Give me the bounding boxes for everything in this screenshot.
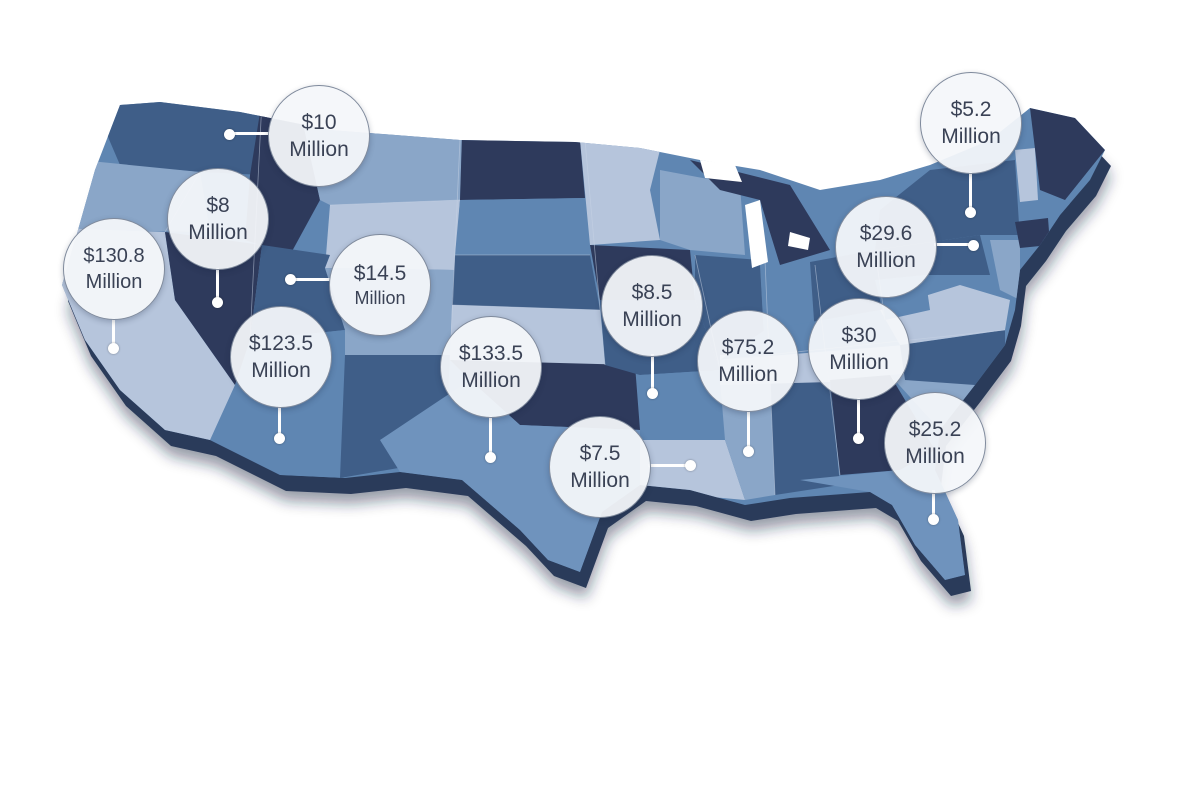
state-south-dakota <box>455 198 590 255</box>
callout-unit: Million <box>251 359 311 382</box>
pin-new-york <box>964 206 976 218</box>
pin-mississippi <box>742 445 754 457</box>
pin-arizona <box>273 432 285 444</box>
callout-georgia: $30 Million <box>808 298 910 400</box>
state-minnesota <box>580 140 660 245</box>
state-connecticut <box>1015 218 1050 248</box>
callout-amount: $8.5 <box>631 280 673 304</box>
connector-texas <box>489 416 492 456</box>
callout-washington: $10 Million <box>268 85 370 187</box>
state-maine <box>1030 108 1105 200</box>
callout-california: $130.8 Million <box>63 218 165 320</box>
great-lakes <box>700 160 810 268</box>
callout-nevada: $8 Million <box>167 168 269 270</box>
pin-florida <box>927 513 939 525</box>
callout-unit: Million <box>829 351 889 374</box>
callout-amount: $133.5 <box>458 341 524 365</box>
connector-washington <box>230 132 270 135</box>
connector-arkansas <box>651 354 654 394</box>
connector-georgia <box>857 398 860 438</box>
callout-arizona: $123.5 Million <box>230 306 332 408</box>
connector-arizona <box>278 406 281 438</box>
callout-louisiana: $7.5 Million <box>549 416 651 518</box>
callout-amount: $123.5 <box>248 331 314 355</box>
connector-nevada <box>216 268 219 302</box>
pin-washington <box>223 128 235 140</box>
callout-unit: Million <box>289 138 349 161</box>
callout-florida: $25.2 Million <box>884 392 986 494</box>
state-washington <box>105 102 270 175</box>
callout-unit: Million <box>905 445 965 468</box>
callout-unit: Million <box>941 125 1001 148</box>
callout-amount: $30 <box>841 323 877 347</box>
connector-california <box>112 318 115 348</box>
callout-new-york: $5.2 Million <box>920 72 1022 174</box>
pin-new-jersey <box>967 239 979 251</box>
callout-arkansas: $8.5 Million <box>601 255 703 357</box>
callout-unit: Million <box>461 369 521 392</box>
callout-amount: $130.8 <box>83 245 145 267</box>
connector-florida <box>932 490 935 518</box>
connector-new-jersey <box>934 243 974 246</box>
state-florida <box>800 470 965 580</box>
connector-new-york <box>969 172 972 212</box>
callout-unit: Million <box>718 363 778 386</box>
callout-amount: $8 <box>206 193 230 217</box>
pin-utah <box>284 273 296 285</box>
callout-unit: Million <box>354 287 406 308</box>
pin-california <box>107 342 119 354</box>
callout-amount: $10 <box>301 110 337 134</box>
pin-nevada <box>211 296 223 308</box>
callout-unit: Million <box>622 308 682 331</box>
callout-unit: Million <box>85 271 143 293</box>
state-vermont <box>1015 148 1038 202</box>
callout-unit: Million <box>188 221 248 244</box>
connector-louisiana <box>648 464 690 467</box>
state-north-dakota <box>460 135 585 200</box>
state-wisconsin <box>660 170 745 255</box>
callout-texas: $133.5 Million <box>440 316 542 418</box>
pin-arkansas <box>646 387 658 399</box>
connector-utah <box>290 278 330 281</box>
state-alabama <box>770 380 840 495</box>
callout-amount: $29.6 <box>859 221 913 245</box>
pin-louisiana <box>684 459 696 471</box>
state-new-jersey <box>990 240 1020 300</box>
callout-new-jersey: $29.6 Million <box>835 196 937 298</box>
callout-mississippi: $75.2 Million <box>697 310 799 412</box>
state-north-carolina <box>900 330 1005 385</box>
connector-mississippi <box>747 410 750 450</box>
callout-amount: $5.2 <box>950 97 992 121</box>
callout-unit: Million <box>570 469 630 492</box>
pin-texas <box>484 451 496 463</box>
callout-unit: Million <box>856 249 916 272</box>
callout-amount: $7.5 <box>579 441 621 465</box>
callout-amount: $25.2 <box>908 417 962 441</box>
state-nebraska <box>452 255 600 310</box>
callout-amount: $14.5 <box>353 261 407 285</box>
callout-amount: $75.2 <box>721 335 775 359</box>
pin-georgia <box>852 432 864 444</box>
callout-utah: $14.5 Million <box>329 234 431 336</box>
